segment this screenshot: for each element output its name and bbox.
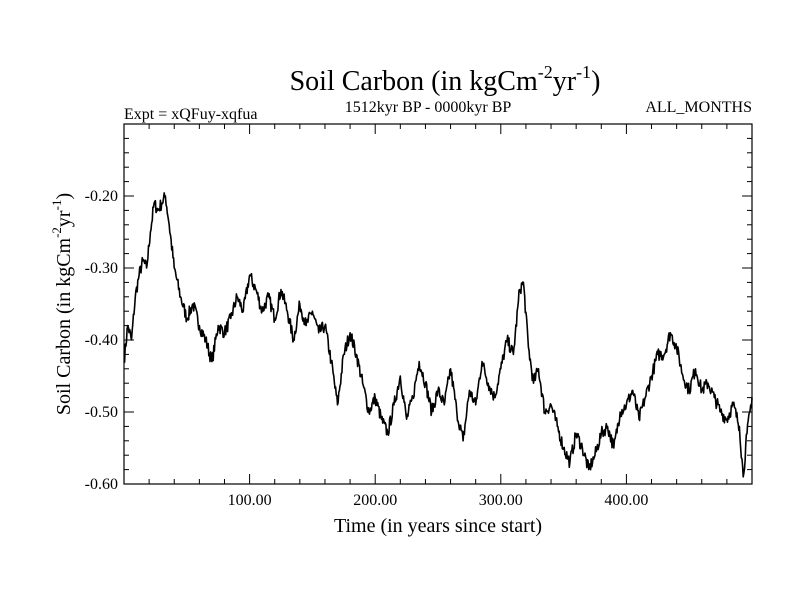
plot-frame (123, 123, 753, 485)
y-axis-label-main: Soil Carbon (in kgCm (53, 237, 75, 415)
y-axis-label-mid: yr (53, 210, 75, 227)
chart-title-sup2: -1 (576, 62, 591, 82)
y-tick-label: -0.50 (85, 404, 118, 421)
subtitle-center: 1512kyr BP - 0000kyr BP (345, 99, 512, 116)
y-tick-label: -0.20 (85, 188, 118, 205)
y-axis-label-sup2: -1 (49, 200, 64, 211)
subtitle-left: Expt = xQFuy-xqfua (124, 106, 257, 123)
soil-carbon-line (123, 192, 753, 478)
x-tick-label: 400.00 (604, 492, 648, 509)
y-axis-label: Soil Carbon (in kgCm-2yr-1) (49, 193, 75, 415)
chart-title-sup1: -2 (538, 62, 553, 82)
x-axis-ticks: 100.00 200.00 300.00 400.00 (148, 124, 728, 509)
x-tick-label: 300.00 (479, 492, 523, 509)
x-tick-label: 200.00 (353, 492, 397, 509)
subtitle-right: ALL_MONTHS (645, 99, 752, 116)
y-axis-label-sup1: -2 (49, 227, 64, 238)
x-axis-label: Time (in years since start) (334, 515, 542, 537)
chart-title-main: Soil Carbon (in kgCm (290, 66, 538, 97)
chart-title-mid: yr (553, 66, 577, 97)
y-tick-label: -0.40 (85, 332, 118, 349)
y-tick-label: -0.30 (85, 260, 118, 277)
y-axis-ticks: -0.60 -0.50 -0.40 -0.30 -0.20 (85, 137, 752, 493)
y-axis-label-end: ) (53, 193, 75, 200)
chart-title-end: ) (591, 66, 600, 97)
y-tick-label: -0.60 (85, 476, 118, 493)
x-tick-label: 100.00 (228, 492, 272, 509)
chart-title: Soil Carbon (in kgCm-2yr-1) (290, 62, 601, 97)
